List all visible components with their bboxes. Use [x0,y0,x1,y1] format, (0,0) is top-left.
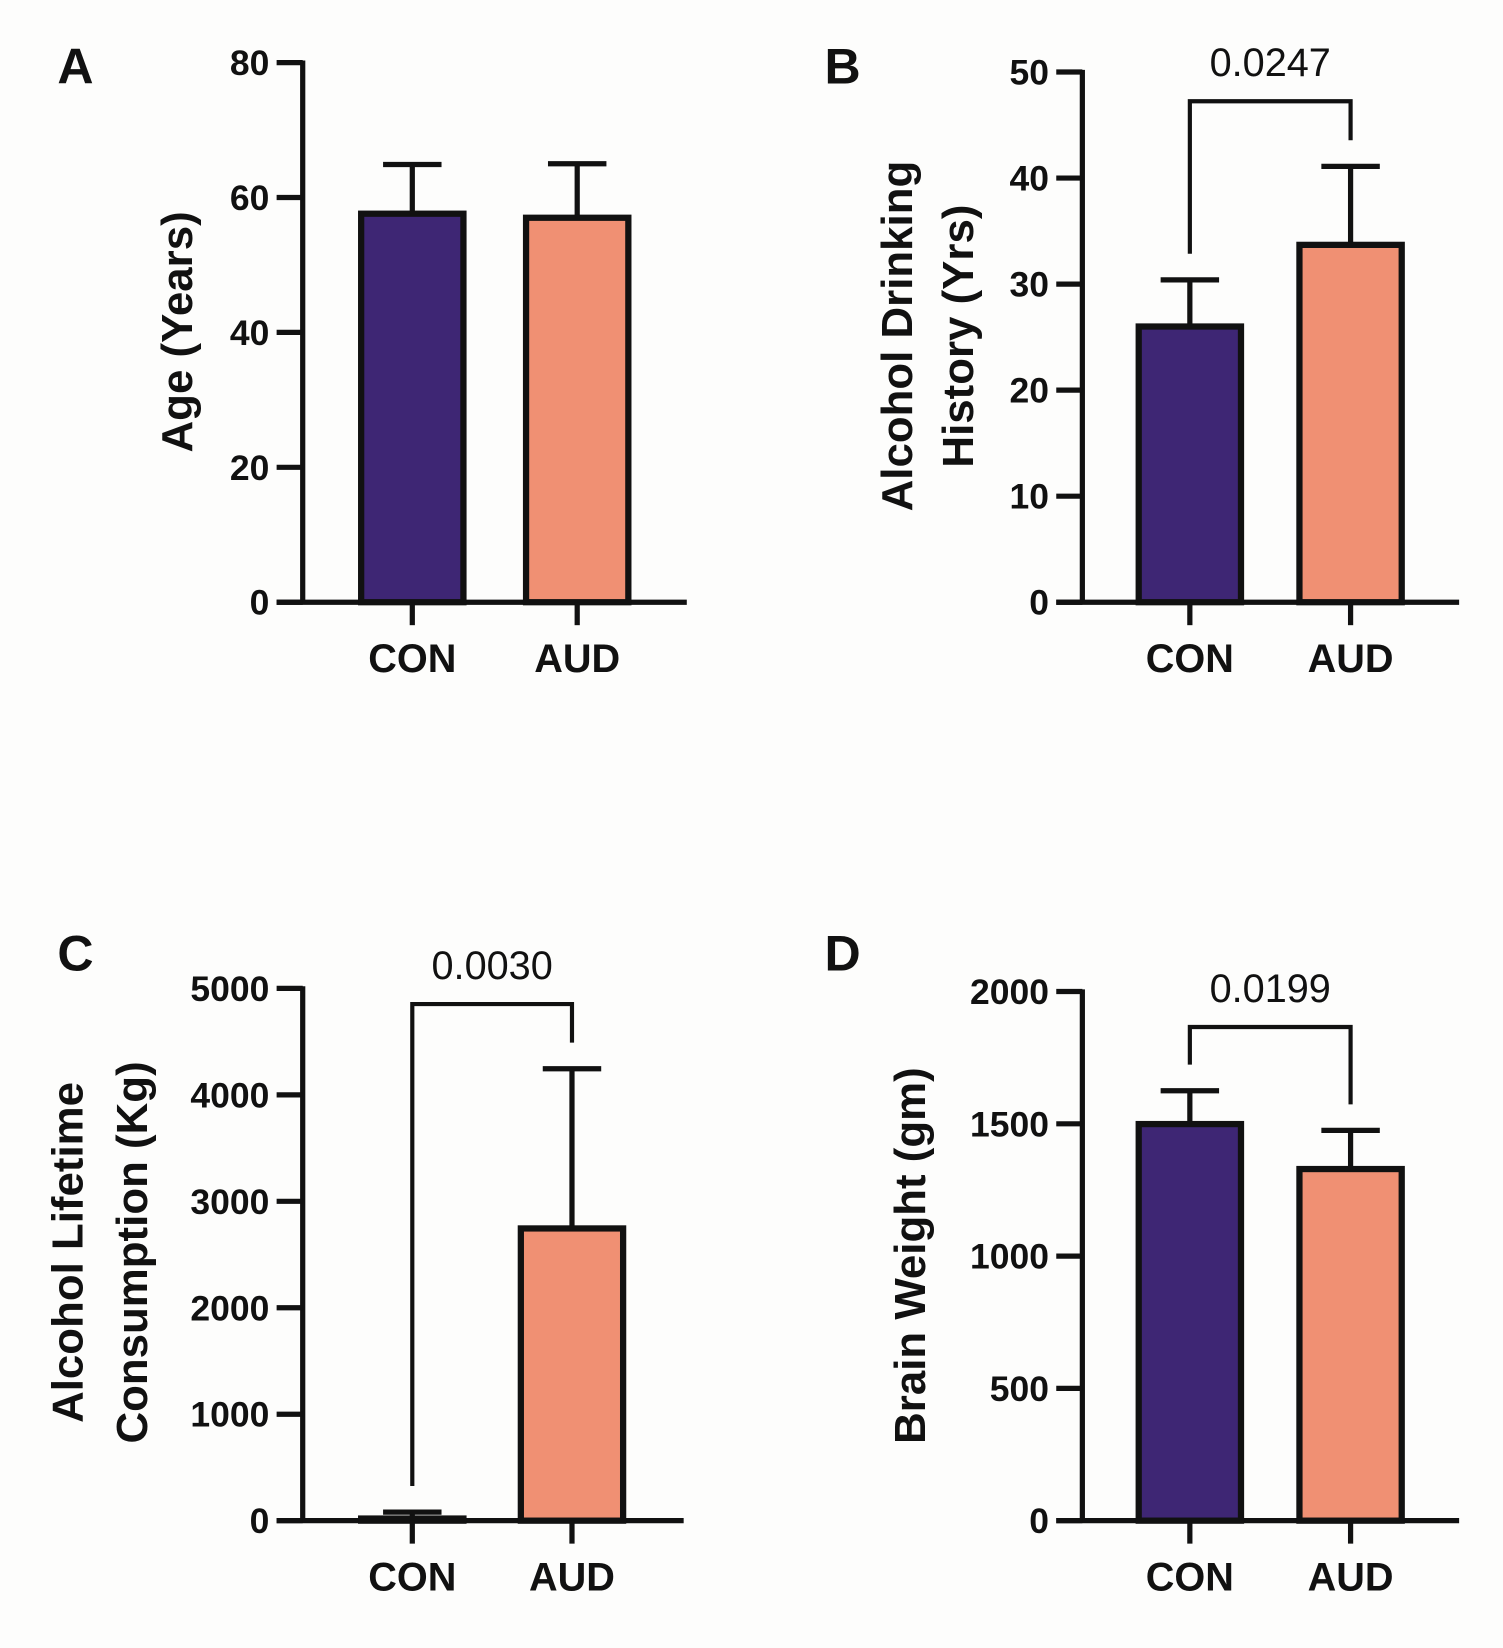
y-tick-label: 4000 [190,1075,269,1115]
x-tick-label: CON [368,637,456,681]
panel-letter: C [57,926,93,982]
p-value-label: 0.0199 [1210,967,1331,1011]
significance-bracket [1187,99,1353,254]
y-axis-label: Alcohol Drinking [873,161,922,512]
panel-b: B 0 10 20 30 40 50 Alcohol Drinking History (Yrs… [825,38,1460,681]
y-tick-label: 2000 [190,1288,269,1328]
y-tick-label: 60 [230,178,269,218]
y-axis-label: Age (Years) [153,211,202,452]
y-tick-label: 20 [1010,371,1049,411]
y-tick-label: 30 [1010,265,1049,305]
x-tick-label: AUD [1308,637,1394,681]
y-tick-label: 0 [250,583,270,623]
panel-d: D 0 500 1000 1500 2000 Brain Weight (gm) CON AUD… [825,926,1460,1600]
bar-aud [522,214,632,606]
y-tick-label: 40 [230,313,269,353]
bar-aud [1296,241,1405,606]
y-tick-label: 0 [1029,1501,1049,1541]
x-tick-label: AUD [1308,1556,1394,1600]
y-tick-label: 2000 [970,972,1049,1012]
panel-letter: A [57,38,93,94]
x-tick-label: CON [368,1556,456,1600]
bar-con [358,210,467,606]
x-tick-label: AUD [529,1556,615,1600]
y-tick-label: 0 [250,1501,270,1541]
bar-con [1135,323,1245,606]
y-tick-label: 20 [230,448,269,488]
panel-a: A 0 20 40 60 80 Age (Years) CON AUD [57,38,687,681]
y-tick-label: 1000 [970,1237,1049,1277]
x-tick-label: CON [1146,1556,1234,1600]
y-axis-label: Brain Weight (gm) [886,1067,935,1444]
significance-bracket [1187,1024,1353,1105]
y-tick-label: 5000 [190,969,269,1009]
bar-aud [517,1225,627,1524]
y-tick-label: 10 [1010,477,1049,517]
bar-con [1135,1120,1245,1524]
x-tick-label: CON [1146,637,1234,681]
y-tick-label: 50 [1010,53,1049,93]
y-tick-label: 1500 [970,1104,1049,1144]
y-tick-label: 3000 [190,1182,269,1222]
y-tick-label: 1000 [190,1395,269,1435]
panel-letter: B [825,38,861,94]
y-axis-label: History (Yrs) [934,205,983,468]
panel-letter: D [825,926,861,982]
bar-aud [1296,1165,1405,1524]
y-tick-label: 40 [1010,159,1049,199]
p-value-label: 0.0030 [431,944,552,988]
y-tick-label: 500 [990,1369,1049,1409]
x-tick-label: AUD [534,637,620,681]
y-axis-label: Consumption (Kg) [108,1061,157,1443]
p-value-label: 0.0247 [1210,41,1331,85]
y-axis-label: Alcohol Lifetime [43,1082,92,1423]
bar-con [358,1515,467,1524]
panel-c: C 0 1000 2000 3000 4000 5000 Alcohol Lifetime Co… [43,926,684,1600]
y-tick-label: 80 [230,43,269,83]
significance-bracket [410,1001,575,1487]
y-tick-label: 0 [1029,583,1049,623]
